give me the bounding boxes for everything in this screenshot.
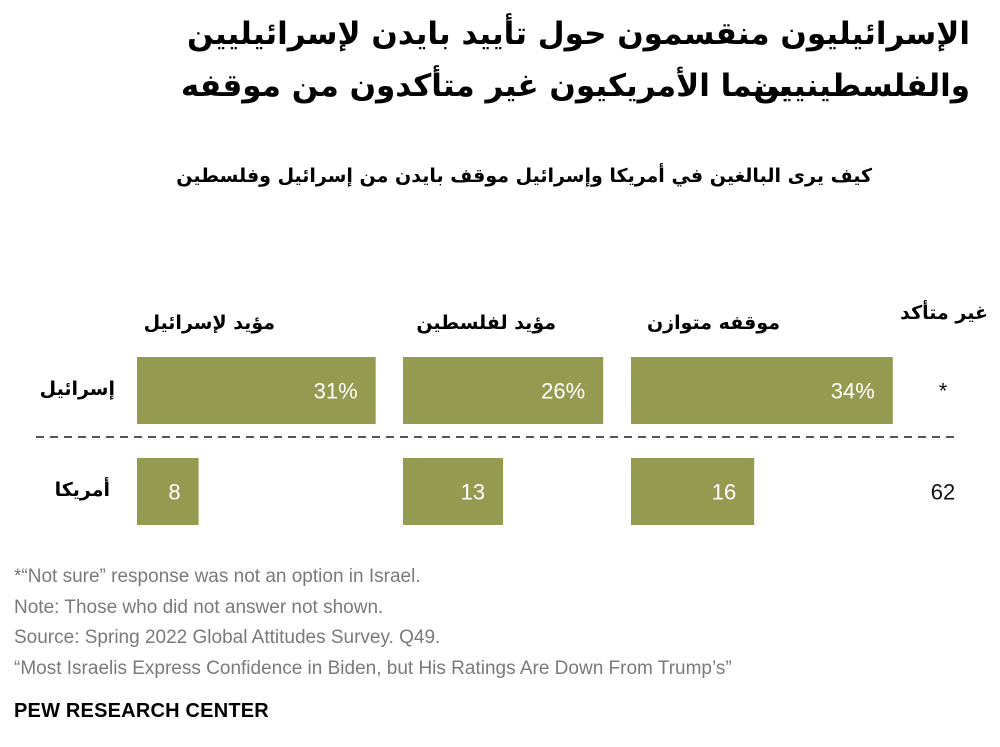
chart-subtitle: كيف يرى البالغين في أمريكا وإسرائيل موقف… — [176, 165, 872, 187]
column-header-not-sure: غير متأكد — [900, 302, 988, 324]
note-not-shown: Note: Those who did not answer not shown… — [14, 596, 384, 618]
bar-label-israel-pro-palestine: 26% — [541, 379, 585, 404]
bar-label-israel-pro-israel: 31% — [314, 379, 358, 404]
bar-label-america-pro-israel: 8 — [168, 480, 180, 505]
bar-israel-pro-israel — [137, 357, 376, 424]
chart-title-line-1: الإسرائيليون منقسمون حول تأييد بايدن لإس… — [186, 16, 970, 104]
column-header-balanced: موقفه متوازن — [646, 312, 780, 334]
row-label-america: أمريكا — [54, 479, 110, 501]
notes-block: *“Not sure” response was not an option i… — [14, 562, 732, 684]
bar-america-pro-palestine — [403, 458, 504, 525]
bars-layer: 31% 26% 34% * 8 13 16 62 — [137, 357, 955, 525]
note-report-title: “Most Israelis Express Confidence in Bid… — [14, 657, 732, 679]
column-header-pro-palestine: مؤيد لفلسطين — [416, 312, 556, 334]
chart-title-line-2: بينما الأمريكيون غير متأكدون من موقفه — [180, 68, 790, 104]
note-not-sure: *“Not sure” response was not an option i… — [14, 566, 421, 587]
value-label-israel-not-sure: * — [939, 379, 948, 404]
bar-label-america-pro-palestine: 13 — [461, 480, 485, 505]
bar-america-pro-israel — [137, 458, 199, 525]
value-label-america-not-sure: 62 — [931, 480, 955, 505]
bar-israel-pro-palestine — [403, 357, 604, 424]
note-source: Source: Spring 2022 Global Attitudes Sur… — [14, 627, 441, 648]
bar-america-balanced — [631, 458, 755, 525]
pew-logo: PEW RESEARCH CENTER — [14, 700, 269, 722]
chart-plot: 31% 26% 34% * 8 13 16 62 — [36, 357, 960, 525]
column-header-pro-israel: مؤيد لإسرائيل — [143, 312, 275, 334]
row-label-israel: إسرائيل — [39, 378, 115, 400]
bar-israel-balanced — [631, 357, 893, 424]
bar-label-america-balanced: 16 — [712, 480, 736, 505]
bar-label-israel-balanced: 34% — [831, 379, 875, 404]
